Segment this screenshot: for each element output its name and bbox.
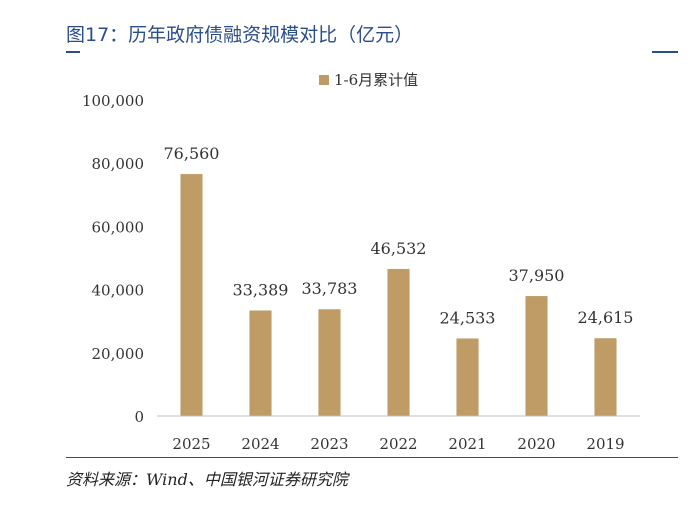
y-tick-label: 20,000 (92, 345, 145, 363)
data-label-2024: 33,389 (233, 280, 289, 299)
legend-label: 1-6月累计值 (334, 71, 418, 89)
bar-2020 (525, 296, 548, 416)
x-tick-label: 2024 (241, 435, 279, 453)
data-label-2022: 46,532 (371, 239, 427, 258)
bar-2019 (594, 338, 617, 416)
legend-swatch (319, 75, 329, 85)
footer-rule (66, 457, 678, 458)
y-axis-ticks: 0 20,000 40,000 60,000 80,000 100,000 (82, 92, 144, 426)
chart-title: 图17：历年政府债融资规模对比（亿元） (66, 24, 414, 46)
y-tick-label: 100,000 (82, 92, 144, 110)
y-tick-label: 40,000 (92, 282, 145, 300)
y-tick-label: 80,000 (92, 155, 145, 173)
data-label-2021: 24,533 (440, 308, 496, 327)
data-labels: 76,560 33,389 33,783 46,532 24,533 37,950 24,6… (164, 144, 634, 327)
y-tick-label: 60,000 (92, 218, 145, 236)
chart-legend: 1-6月累计值 (319, 71, 418, 89)
x-tick-label: 2025 (172, 435, 210, 453)
data-label-2020: 37,950 (509, 266, 565, 285)
data-label-2025: 76,560 (164, 144, 220, 163)
data-label-2019: 24,615 (578, 308, 634, 327)
x-tick-label: 2023 (310, 435, 348, 453)
bar-2021 (456, 338, 479, 416)
bar-2025 (180, 174, 203, 416)
bar-series (180, 174, 617, 416)
bar-chart: 1-6月累计值 0 20,000 40,000 60,000 80,000 100,000… (82, 71, 640, 453)
x-tick-label: 2022 (379, 435, 417, 453)
y-tick-label: 0 (134, 408, 144, 426)
x-tick-label: 2019 (586, 435, 624, 453)
title-rule-left (66, 51, 80, 53)
bar-2022 (387, 268, 410, 416)
x-tick-label: 2021 (448, 435, 486, 453)
source-note: 资料来源：Wind、中国银河证券研究院 (66, 470, 348, 489)
bar-2023 (318, 309, 341, 416)
bar-2024 (249, 310, 272, 416)
x-axis-ticks: 2025 2024 2023 2022 2021 2020 2019 (172, 435, 624, 453)
title-rule-right (652, 51, 678, 53)
data-label-2023: 33,783 (302, 279, 358, 298)
x-tick-label: 2020 (517, 435, 555, 453)
